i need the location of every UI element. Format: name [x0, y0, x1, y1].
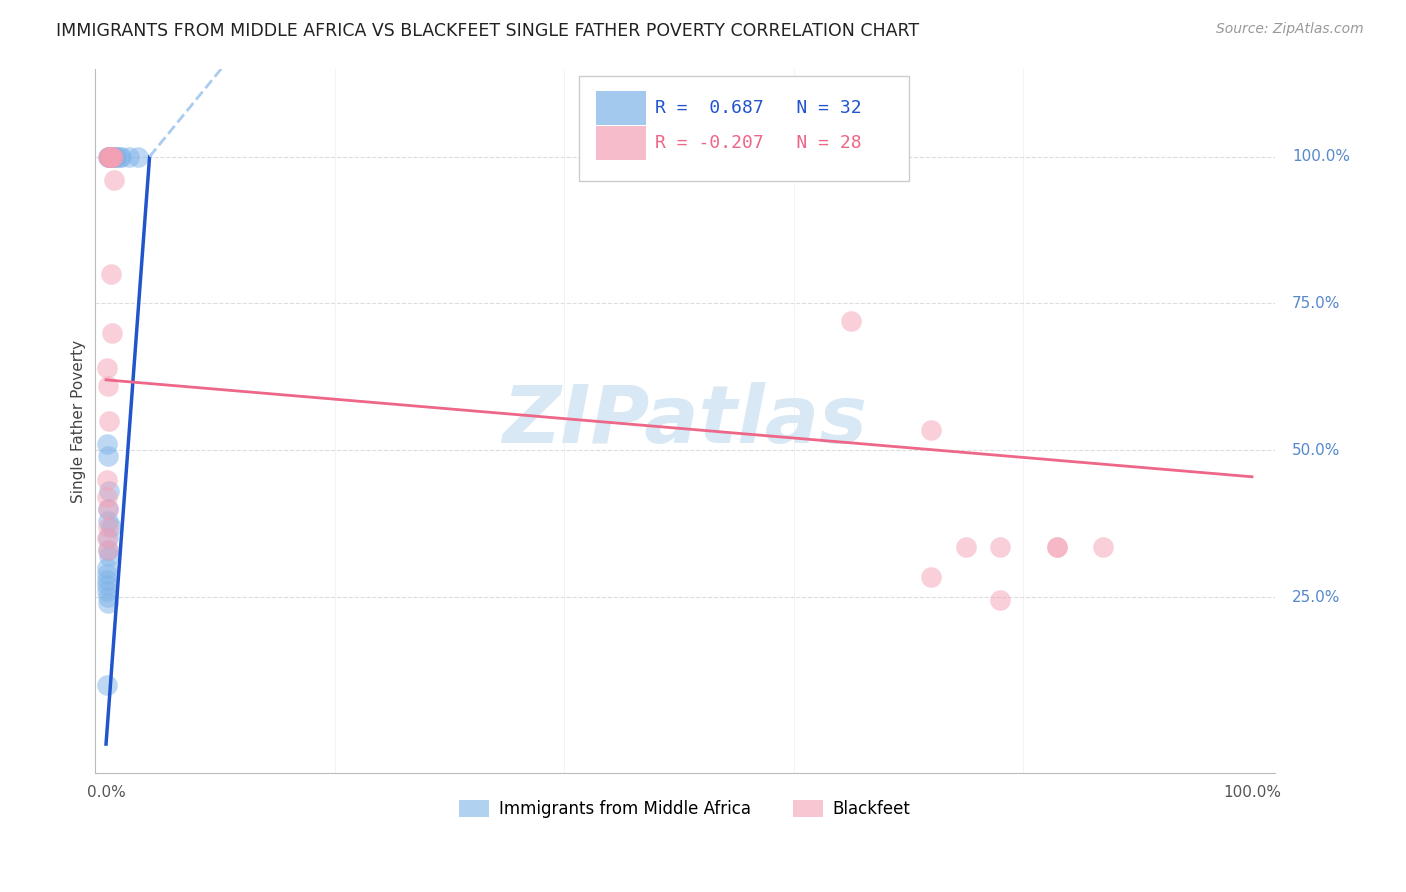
Point: [988, 593, 1011, 607]
Legend: Immigrants from Middle Africa, Blackfeet: Immigrants from Middle Africa, Blackfeet: [453, 794, 917, 825]
Point: [100, 150, 122, 164]
Point: [1092, 541, 1115, 555]
Text: R =  0.687   N = 32: R = 0.687 N = 32: [655, 99, 862, 117]
Text: R = -0.207   N = 28: R = -0.207 N = 28: [655, 134, 862, 153]
Point: [96, 473, 118, 487]
FancyBboxPatch shape: [596, 91, 645, 125]
Point: [97, 150, 120, 164]
Point: [108, 150, 131, 164]
Text: 25.0%: 25.0%: [1292, 590, 1340, 605]
Text: 75.0%: 75.0%: [1292, 296, 1340, 311]
Point: [100, 150, 122, 164]
Text: ZIPatlas: ZIPatlas: [502, 382, 868, 460]
Point: [97, 502, 120, 516]
Text: IMMIGRANTS FROM MIDDLE AFRICA VS BLACKFEET SINGLE FATHER POVERTY CORRELATION CHA: IMMIGRANTS FROM MIDDLE AFRICA VS BLACKFE…: [56, 22, 920, 40]
Point: [96, 566, 118, 581]
Point: [96, 561, 118, 575]
Point: [100, 150, 122, 164]
Text: Source: ZipAtlas.com: Source: ZipAtlas.com: [1216, 22, 1364, 37]
Y-axis label: Single Father Poverty: Single Father Poverty: [72, 340, 86, 502]
Point: [97, 543, 120, 558]
Point: [98, 150, 121, 164]
Text: 100.0%: 100.0%: [1292, 149, 1350, 164]
FancyBboxPatch shape: [596, 127, 645, 161]
Point: [103, 173, 125, 187]
Point: [97, 591, 120, 605]
Point: [97, 543, 120, 558]
Point: [97, 378, 120, 392]
Point: [101, 150, 124, 164]
Point: [97, 449, 120, 463]
Point: [97, 502, 120, 516]
Point: [98, 414, 121, 428]
Point: [96, 578, 118, 592]
Point: [118, 150, 141, 164]
Point: [839, 314, 862, 328]
Point: [920, 569, 942, 583]
Point: [97, 519, 120, 533]
Point: [96, 437, 118, 451]
Point: [96, 584, 118, 599]
Point: [920, 423, 942, 437]
Point: [955, 541, 977, 555]
Point: [100, 519, 122, 533]
Point: [97, 532, 120, 546]
Point: [96, 361, 118, 376]
Point: [96, 573, 118, 587]
Point: [98, 150, 121, 164]
Point: [98, 549, 121, 563]
Point: [1046, 541, 1069, 555]
Point: [97, 514, 120, 528]
Point: [100, 150, 122, 164]
Point: [1046, 541, 1069, 555]
Point: [104, 150, 127, 164]
Point: [98, 484, 121, 499]
Text: 0.0%: 0.0%: [87, 785, 125, 800]
Point: [100, 150, 122, 164]
Text: 50.0%: 50.0%: [1292, 442, 1340, 458]
Point: [97, 596, 120, 610]
FancyBboxPatch shape: [578, 76, 910, 181]
Point: [98, 150, 121, 164]
Point: [103, 150, 125, 164]
Point: [100, 150, 122, 164]
Text: 100.0%: 100.0%: [1223, 785, 1281, 800]
Point: [101, 150, 124, 164]
Point: [96, 532, 118, 546]
Point: [100, 326, 122, 340]
Point: [100, 267, 122, 281]
Point: [96, 491, 118, 505]
Point: [105, 150, 128, 164]
Point: [988, 541, 1011, 555]
Point: [96, 678, 118, 692]
Point: [97, 150, 120, 164]
Point: [100, 150, 122, 164]
Point: [98, 150, 121, 164]
Point: [127, 150, 149, 164]
Point: [110, 150, 132, 164]
